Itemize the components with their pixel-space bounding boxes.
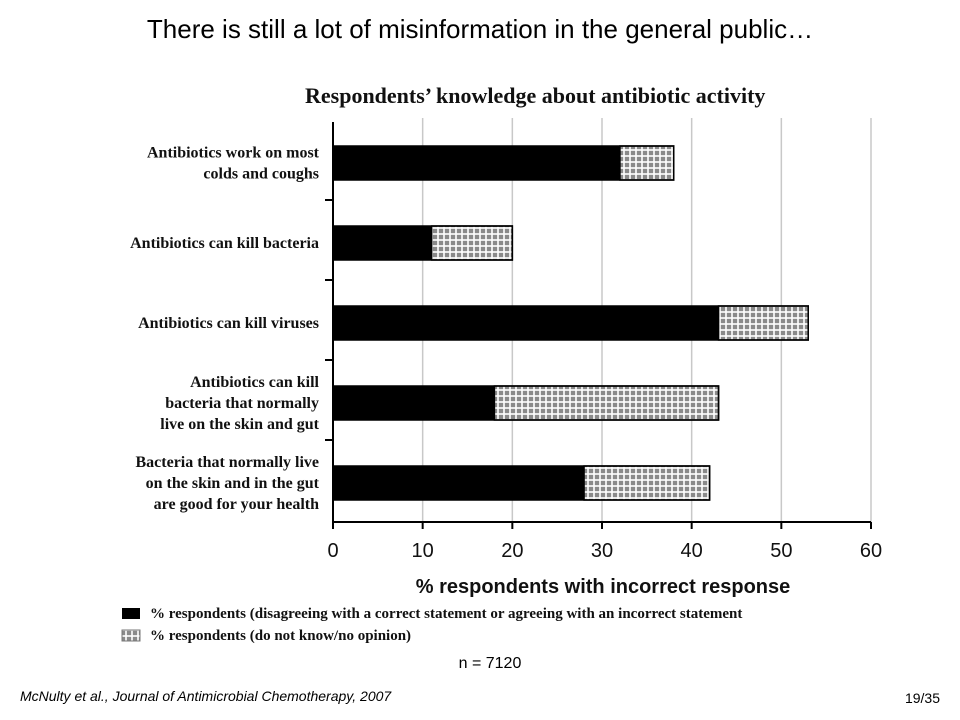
category-labels: Antibiotics work on most colds and coughs…: [130, 145, 320, 514]
bar-incorrect-3: [333, 386, 495, 420]
bar-no-opinion-0: [619, 145, 675, 181]
bar-incorrect-1: [333, 226, 432, 260]
bar-incorrect-2: [333, 306, 719, 340]
legend: % respondents (disagreeing with a correc…: [121, 606, 742, 644]
category-label-0: Antibiotics work on most colds and coughs: [147, 145, 320, 183]
bar-no-opinion-2: [717, 305, 809, 341]
slide-title: There is still a lot of misinformation i…: [146, 14, 814, 44]
legend-swatch-1: [121, 629, 141, 642]
legend-swatch-0: [122, 608, 140, 619]
category-label-4: Bacteria that normally live on the skin a…: [135, 454, 319, 513]
category-label-2: Antibiotics can kill viruses: [138, 315, 319, 332]
x-tick-label-20: 20: [501, 540, 523, 562]
sample-size: n = 7120: [458, 655, 522, 672]
bar-no-opinion-3: [493, 385, 720, 421]
x-tick-label-30: 30: [591, 540, 613, 562]
bar-no-opinion-4: [583, 465, 711, 501]
x-tick-label-50: 50: [770, 540, 792, 562]
citation: McNulty et al., Journal of Antimicrobial…: [20, 688, 392, 704]
x-tick-label-0: 0: [327, 540, 338, 562]
page-number: 19/35: [904, 690, 940, 706]
legend-label-1: % respondents (do not know/no opinion): [150, 628, 411, 644]
x-axis-title: % respondents with incorrect response: [416, 576, 791, 598]
category-label-1: Antibiotics can kill bacteria: [130, 235, 319, 252]
bar-no-opinion-1: [430, 225, 514, 261]
tick-labels: 0 10 20 30 40 50 60: [327, 540, 882, 562]
x-tick-label-40: 40: [681, 540, 703, 562]
axes: [325, 122, 872, 529]
category-label-3: Antibiotics can kill bacteria that normal…: [160, 374, 319, 433]
bars: [332, 145, 809, 501]
bar-incorrect-4: [333, 466, 585, 500]
chart-title: Respondents’ knowledge about antibiotic …: [305, 83, 765, 108]
bar-incorrect-0: [333, 146, 620, 180]
legend-label-0: % respondents (disagreeing with a correc…: [150, 606, 742, 622]
x-tick-label-60: 60: [860, 540, 882, 562]
x-tick-label-10: 10: [412, 540, 434, 562]
